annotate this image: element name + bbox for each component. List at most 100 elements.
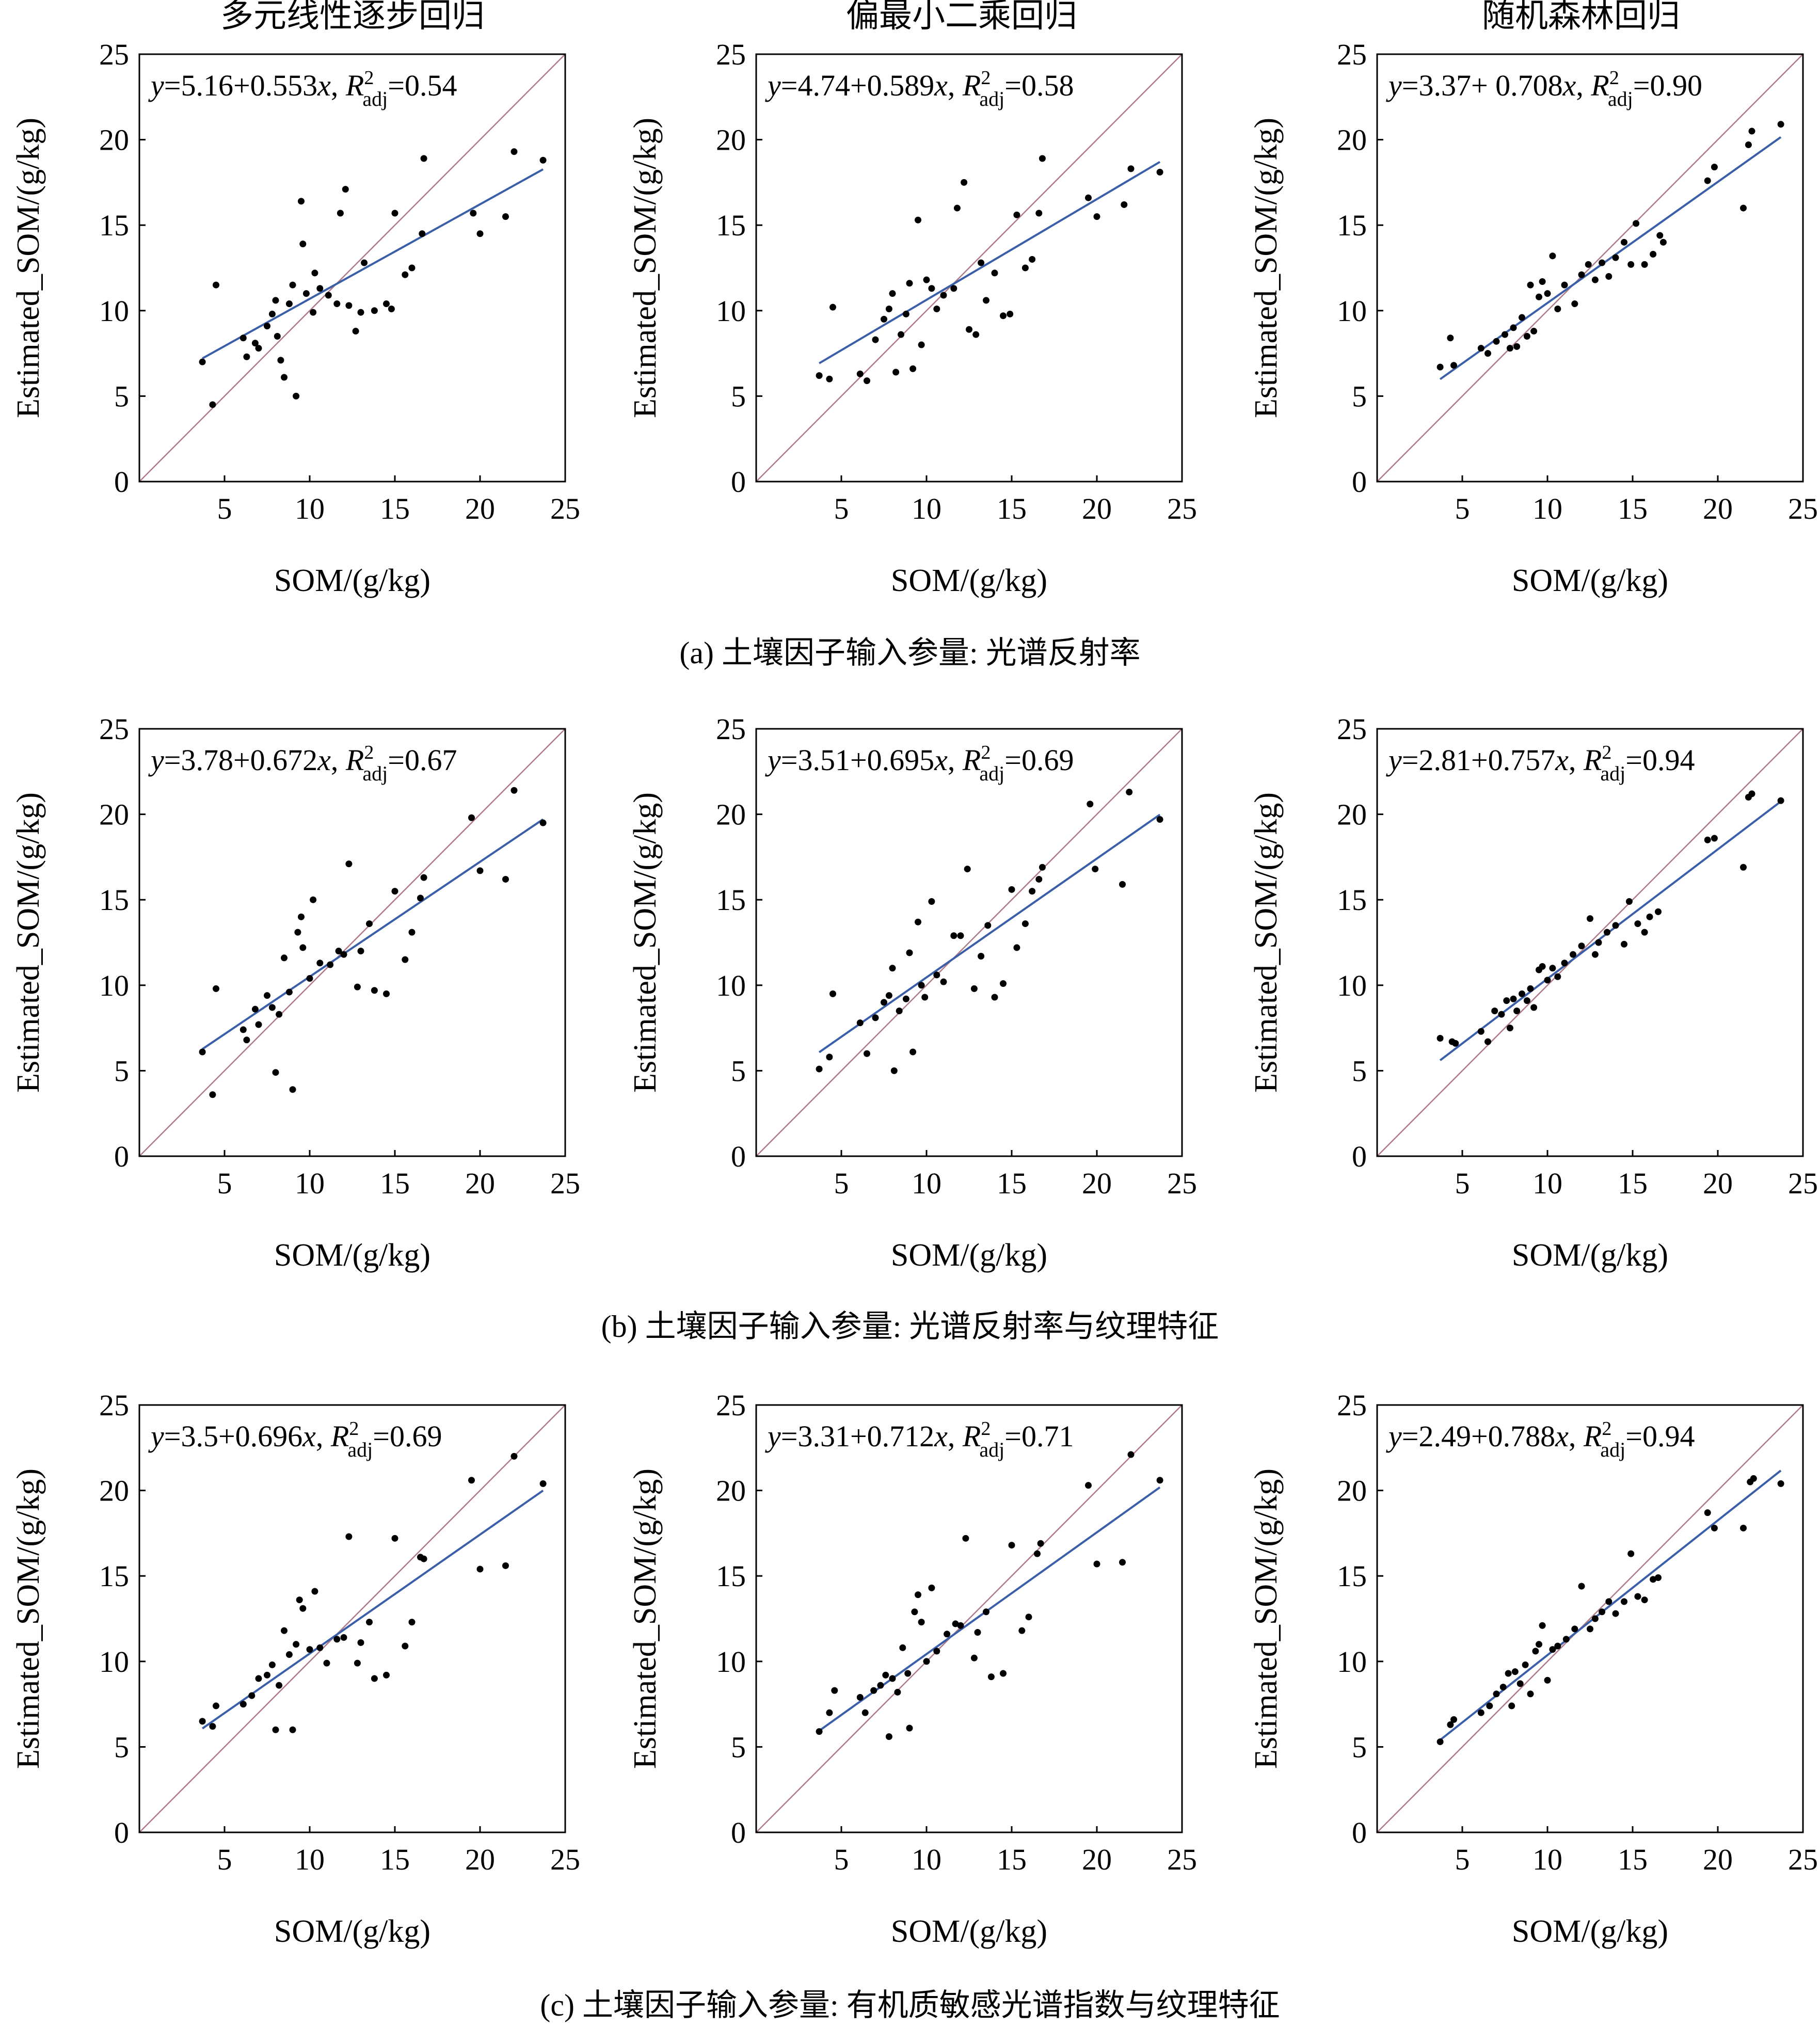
eq-r-sub: adj: [362, 87, 388, 110]
eq-r-sup: 2: [364, 742, 374, 763]
data-point: [289, 1726, 296, 1733]
eq-r2-value: =0.69: [1004, 743, 1074, 777]
x-axis-label: SOM/(g/kg): [1512, 563, 1668, 598]
data-point: [899, 1644, 906, 1651]
data-point: [1035, 210, 1043, 217]
data-point: [970, 985, 978, 992]
data-point: [316, 1644, 324, 1651]
data-point: [872, 1014, 879, 1021]
data-point: [1745, 141, 1752, 149]
data-point: [248, 1692, 256, 1699]
data-point: [240, 1701, 247, 1708]
data-point: [402, 271, 409, 278]
data-point: [366, 920, 373, 928]
data-point: [972, 331, 980, 338]
data-point: [251, 1005, 259, 1013]
y-tick-label: 20: [716, 1474, 746, 1508]
data-point: [383, 1671, 390, 1679]
data-point: [1156, 816, 1163, 823]
data-point: [1035, 875, 1043, 883]
data-point: [1121, 201, 1128, 208]
x-axis-label: SOM/(g/kg): [274, 1914, 430, 1949]
data-point: [1519, 314, 1525, 321]
y-tick-label: 10: [716, 969, 746, 1002]
data-point: [957, 1622, 964, 1629]
x-axis-label: SOM/(g/kg): [274, 563, 430, 598]
captions: (a) 土壤因子输入参量: 光谱反射率 (b) 土壤因子输入参量: 光谱反射率与…: [540, 636, 1280, 2022]
y-tick-label: 5: [731, 379, 746, 413]
data-point: [1013, 944, 1020, 951]
fit-line: [818, 1486, 1161, 1732]
data-point: [882, 1671, 889, 1679]
eq-x: x: [317, 743, 331, 777]
data-point: [1704, 1509, 1711, 1516]
y-axis-label: Estimated_SOM/(g/kg): [628, 792, 663, 1093]
data-point: [962, 1535, 969, 1542]
y-tick-label: 0: [114, 1816, 129, 1849]
data-point: [978, 259, 985, 266]
data-point: [293, 392, 300, 400]
data-point: [285, 988, 293, 996]
y-tick-label: 15: [1337, 883, 1367, 917]
data-point: [881, 315, 887, 323]
y-tick-label: 5: [1352, 379, 1367, 413]
eq-y: y: [765, 743, 781, 777]
data-point: [243, 353, 250, 360]
data-point: [335, 948, 342, 955]
data-point: [1000, 312, 1007, 320]
data-point: [1029, 256, 1036, 263]
data-point: [1554, 973, 1561, 980]
data-point: [1093, 213, 1100, 220]
data-point: [978, 952, 985, 960]
data-point: [539, 819, 547, 826]
eq-r: R: [962, 69, 981, 102]
fit-line: [202, 168, 544, 360]
data-point: [337, 210, 344, 217]
x-tick-label: 20: [1703, 1167, 1733, 1200]
regression-equation: y=4.74+0.589x, R2 adj=0.58: [765, 67, 1074, 110]
data-point: [354, 983, 361, 991]
data-point: [904, 1670, 912, 1677]
data-point: [1605, 273, 1613, 280]
data-point: [1625, 898, 1633, 905]
data-point: [251, 340, 259, 347]
caption-b: (b) 土壤因子输入参量: 光谱反射率与纹理特征: [601, 1310, 1219, 1344]
data-point: [255, 1021, 262, 1028]
data-point: [1704, 177, 1711, 184]
data-point: [1039, 864, 1046, 871]
data-point: [918, 982, 925, 989]
data-point: [1740, 864, 1747, 871]
data-point: [974, 1628, 981, 1636]
data-point: [1650, 1576, 1657, 1583]
scatter-panel-6: 0 5 10 15 20 25 5 10 15 20 25 SOM/(g/kg) Estimated_S…: [1249, 712, 1818, 1273]
data-point: [1570, 951, 1576, 958]
x-axis-label: SOM/(g/kg): [891, 1238, 1047, 1273]
scatter-panel-7: 0 5 10 15 20 25 5 10 15 20 25 SOM/(g/kg) Estimated_S…: [11, 1388, 580, 1949]
x-tick-label: 10: [912, 492, 941, 525]
data-point: [1612, 922, 1619, 929]
data-point: [1549, 252, 1556, 260]
data-point: [928, 285, 935, 292]
data-point: [1549, 1646, 1556, 1653]
data-point: [1523, 332, 1530, 340]
data-point: [1599, 1608, 1606, 1616]
regression-equation: y=2.81+0.757x, R2 adj=0.94: [1386, 742, 1695, 785]
data-point: [1527, 985, 1534, 992]
eq-r-sub: adj: [362, 762, 388, 785]
data-point: [870, 1687, 877, 1694]
eq-y: y: [765, 1419, 781, 1453]
data-point: [199, 1718, 206, 1725]
y-tick-label: 10: [1337, 969, 1367, 1002]
data-point: [1021, 264, 1029, 272]
data-point: [1127, 165, 1135, 172]
data-point: [889, 290, 896, 297]
data-point: [864, 1050, 870, 1057]
data-point: [408, 1619, 416, 1626]
data-point: [1513, 1007, 1521, 1014]
y-tick-label: 25: [99, 38, 129, 71]
data-point: [383, 990, 390, 997]
eq-coefficients: =5.16+0.553: [164, 69, 317, 102]
data-point: [420, 1555, 427, 1562]
y-tick-label: 20: [716, 798, 746, 832]
